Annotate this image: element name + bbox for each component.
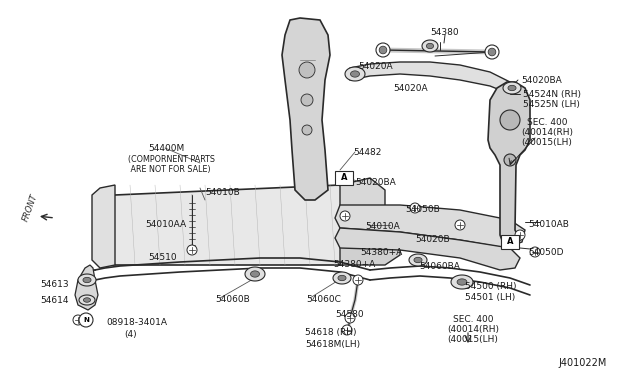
- Text: 54050D: 54050D: [528, 248, 563, 257]
- Text: 54580: 54580: [335, 310, 364, 319]
- Circle shape: [187, 245, 197, 255]
- Circle shape: [530, 247, 540, 257]
- Text: 54400M: 54400M: [148, 144, 184, 153]
- Polygon shape: [92, 185, 115, 268]
- Text: 54060C: 54060C: [306, 295, 341, 304]
- Text: ARE NOT FOR SALE): ARE NOT FOR SALE): [128, 165, 211, 174]
- Polygon shape: [340, 178, 385, 225]
- Text: SEC. 400: SEC. 400: [527, 118, 568, 127]
- Text: 54618M(LH): 54618M(LH): [305, 340, 360, 349]
- Text: (40014(RH): (40014(RH): [447, 325, 499, 334]
- Circle shape: [302, 125, 312, 135]
- Text: 54020BA: 54020BA: [521, 76, 562, 85]
- Polygon shape: [245, 267, 265, 281]
- Polygon shape: [83, 277, 91, 283]
- Polygon shape: [488, 82, 530, 248]
- Polygon shape: [503, 82, 521, 94]
- Circle shape: [485, 45, 499, 59]
- Polygon shape: [409, 254, 427, 266]
- Circle shape: [299, 62, 315, 78]
- Text: (40015(LH): (40015(LH): [521, 138, 572, 147]
- Text: (40015(LH): (40015(LH): [447, 335, 498, 344]
- Text: A: A: [507, 237, 513, 247]
- Text: 08918-3401A: 08918-3401A: [106, 318, 167, 327]
- Polygon shape: [338, 275, 346, 281]
- Polygon shape: [108, 185, 345, 265]
- Polygon shape: [340, 210, 400, 265]
- Polygon shape: [78, 274, 96, 286]
- Text: (4): (4): [124, 330, 136, 339]
- Text: 54020A: 54020A: [393, 84, 428, 93]
- FancyBboxPatch shape: [501, 235, 519, 249]
- Text: 54010A: 54010A: [365, 222, 400, 231]
- Polygon shape: [282, 18, 330, 200]
- Text: 54524N (RH): 54524N (RH): [523, 90, 581, 99]
- Circle shape: [79, 313, 93, 327]
- Text: 54020B: 54020B: [415, 235, 450, 244]
- Circle shape: [504, 154, 516, 166]
- Text: 54614: 54614: [40, 296, 68, 305]
- Polygon shape: [351, 71, 360, 77]
- Circle shape: [376, 43, 390, 57]
- FancyBboxPatch shape: [335, 171, 353, 185]
- Text: 54060B: 54060B: [215, 295, 250, 304]
- Circle shape: [340, 211, 350, 221]
- Polygon shape: [426, 43, 434, 49]
- Text: N: N: [83, 317, 89, 323]
- Circle shape: [410, 203, 420, 213]
- Polygon shape: [333, 272, 351, 284]
- Circle shape: [301, 94, 313, 106]
- Polygon shape: [457, 279, 467, 285]
- Text: 54010AB: 54010AB: [528, 220, 569, 229]
- Text: 54500 (RH): 54500 (RH): [465, 282, 516, 291]
- Text: J401022M: J401022M: [558, 358, 606, 368]
- Circle shape: [455, 220, 465, 230]
- Polygon shape: [83, 298, 91, 302]
- Circle shape: [353, 275, 363, 285]
- Text: 54525N (LH): 54525N (LH): [523, 100, 580, 109]
- Text: 54501 (LH): 54501 (LH): [465, 293, 515, 302]
- Text: 54020BA: 54020BA: [355, 178, 396, 187]
- Text: FRONT: FRONT: [21, 193, 39, 223]
- Text: 54010B: 54010B: [205, 188, 240, 197]
- Text: 54060BA: 54060BA: [419, 262, 460, 271]
- Text: (40014(RH): (40014(RH): [521, 128, 573, 137]
- Circle shape: [488, 48, 496, 56]
- Polygon shape: [345, 67, 365, 81]
- Text: 54010AA: 54010AA: [145, 220, 186, 229]
- Circle shape: [515, 230, 525, 240]
- Text: 54380+A: 54380+A: [333, 260, 375, 269]
- Polygon shape: [75, 265, 98, 310]
- Text: 54482: 54482: [353, 148, 381, 157]
- Text: A: A: [340, 173, 348, 183]
- Text: 54613: 54613: [40, 280, 68, 289]
- Polygon shape: [414, 257, 422, 263]
- Text: 54020A: 54020A: [358, 62, 392, 71]
- Circle shape: [73, 315, 83, 325]
- Circle shape: [342, 325, 352, 335]
- Text: SEC. 400: SEC. 400: [453, 315, 493, 324]
- Text: 54510: 54510: [148, 253, 177, 262]
- Text: 54618 (RH): 54618 (RH): [305, 328, 356, 337]
- Polygon shape: [335, 228, 520, 270]
- Text: 54050B: 54050B: [405, 205, 440, 214]
- Polygon shape: [79, 295, 95, 305]
- Text: (COMPORNENT PARTS: (COMPORNENT PARTS: [128, 155, 215, 164]
- Text: 54380+A: 54380+A: [360, 248, 403, 257]
- Polygon shape: [335, 205, 525, 248]
- Polygon shape: [422, 40, 438, 52]
- Polygon shape: [451, 275, 473, 289]
- Polygon shape: [508, 85, 516, 91]
- Polygon shape: [348, 62, 516, 94]
- Circle shape: [500, 110, 520, 130]
- Text: 54380: 54380: [430, 28, 459, 37]
- Circle shape: [345, 313, 355, 323]
- Circle shape: [379, 46, 387, 54]
- Polygon shape: [250, 271, 259, 277]
